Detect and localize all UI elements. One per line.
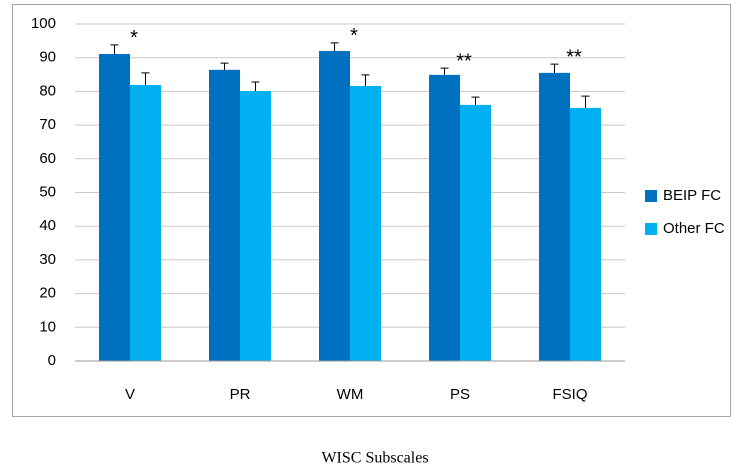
y-tick-label: 60: [39, 150, 56, 167]
y-tick-label: 20: [39, 285, 56, 302]
error-bar: [220, 62, 229, 70]
bar: [319, 50, 350, 362]
bar: [99, 53, 130, 361]
bar: [570, 107, 601, 362]
bar: [460, 104, 491, 361]
significance-marker: **: [456, 50, 472, 72]
error-bar: [110, 44, 119, 54]
y-tick-label: 0: [48, 352, 56, 369]
bar: [240, 91, 271, 362]
error-bar: [581, 95, 590, 108]
legend-swatch: [645, 190, 657, 202]
significance-marker: *: [350, 25, 358, 47]
bar: [130, 84, 161, 361]
y-tick-label: 100: [31, 15, 56, 32]
bar: [429, 74, 460, 362]
x-axis-label: WISC Subscales: [321, 450, 428, 467]
legend-label: BEIP FC: [663, 187, 721, 204]
error-bar: [361, 74, 370, 87]
bar: [209, 69, 240, 361]
error-bar: [440, 67, 449, 75]
bar: [539, 72, 570, 362]
significance-marker: *: [130, 27, 138, 49]
error-bar: [330, 42, 339, 51]
x-tick-label: PS: [450, 386, 470, 403]
error-bar: [471, 96, 480, 105]
bar: [350, 86, 381, 362]
error-bar: [550, 63, 559, 73]
x-tick-label: WM: [337, 386, 364, 403]
y-tick-label: 10: [39, 318, 56, 335]
y-tick-label: 40: [39, 217, 56, 234]
significance-marker: **: [566, 46, 582, 68]
y-tick-label: 80: [39, 82, 56, 99]
x-tick-label: FSIQ: [552, 386, 587, 403]
legend-swatch: [645, 223, 657, 235]
error-bar: [251, 81, 260, 92]
y-tick-label: 30: [39, 251, 56, 268]
y-tick-label: 90: [39, 49, 56, 66]
y-tick-label: 50: [39, 183, 56, 200]
error-bar: [141, 72, 150, 85]
y-tick-label: 70: [39, 116, 56, 133]
x-tick-label: V: [125, 386, 135, 403]
x-tick-label: PR: [230, 386, 251, 403]
legend-label: Other FC: [663, 220, 725, 237]
